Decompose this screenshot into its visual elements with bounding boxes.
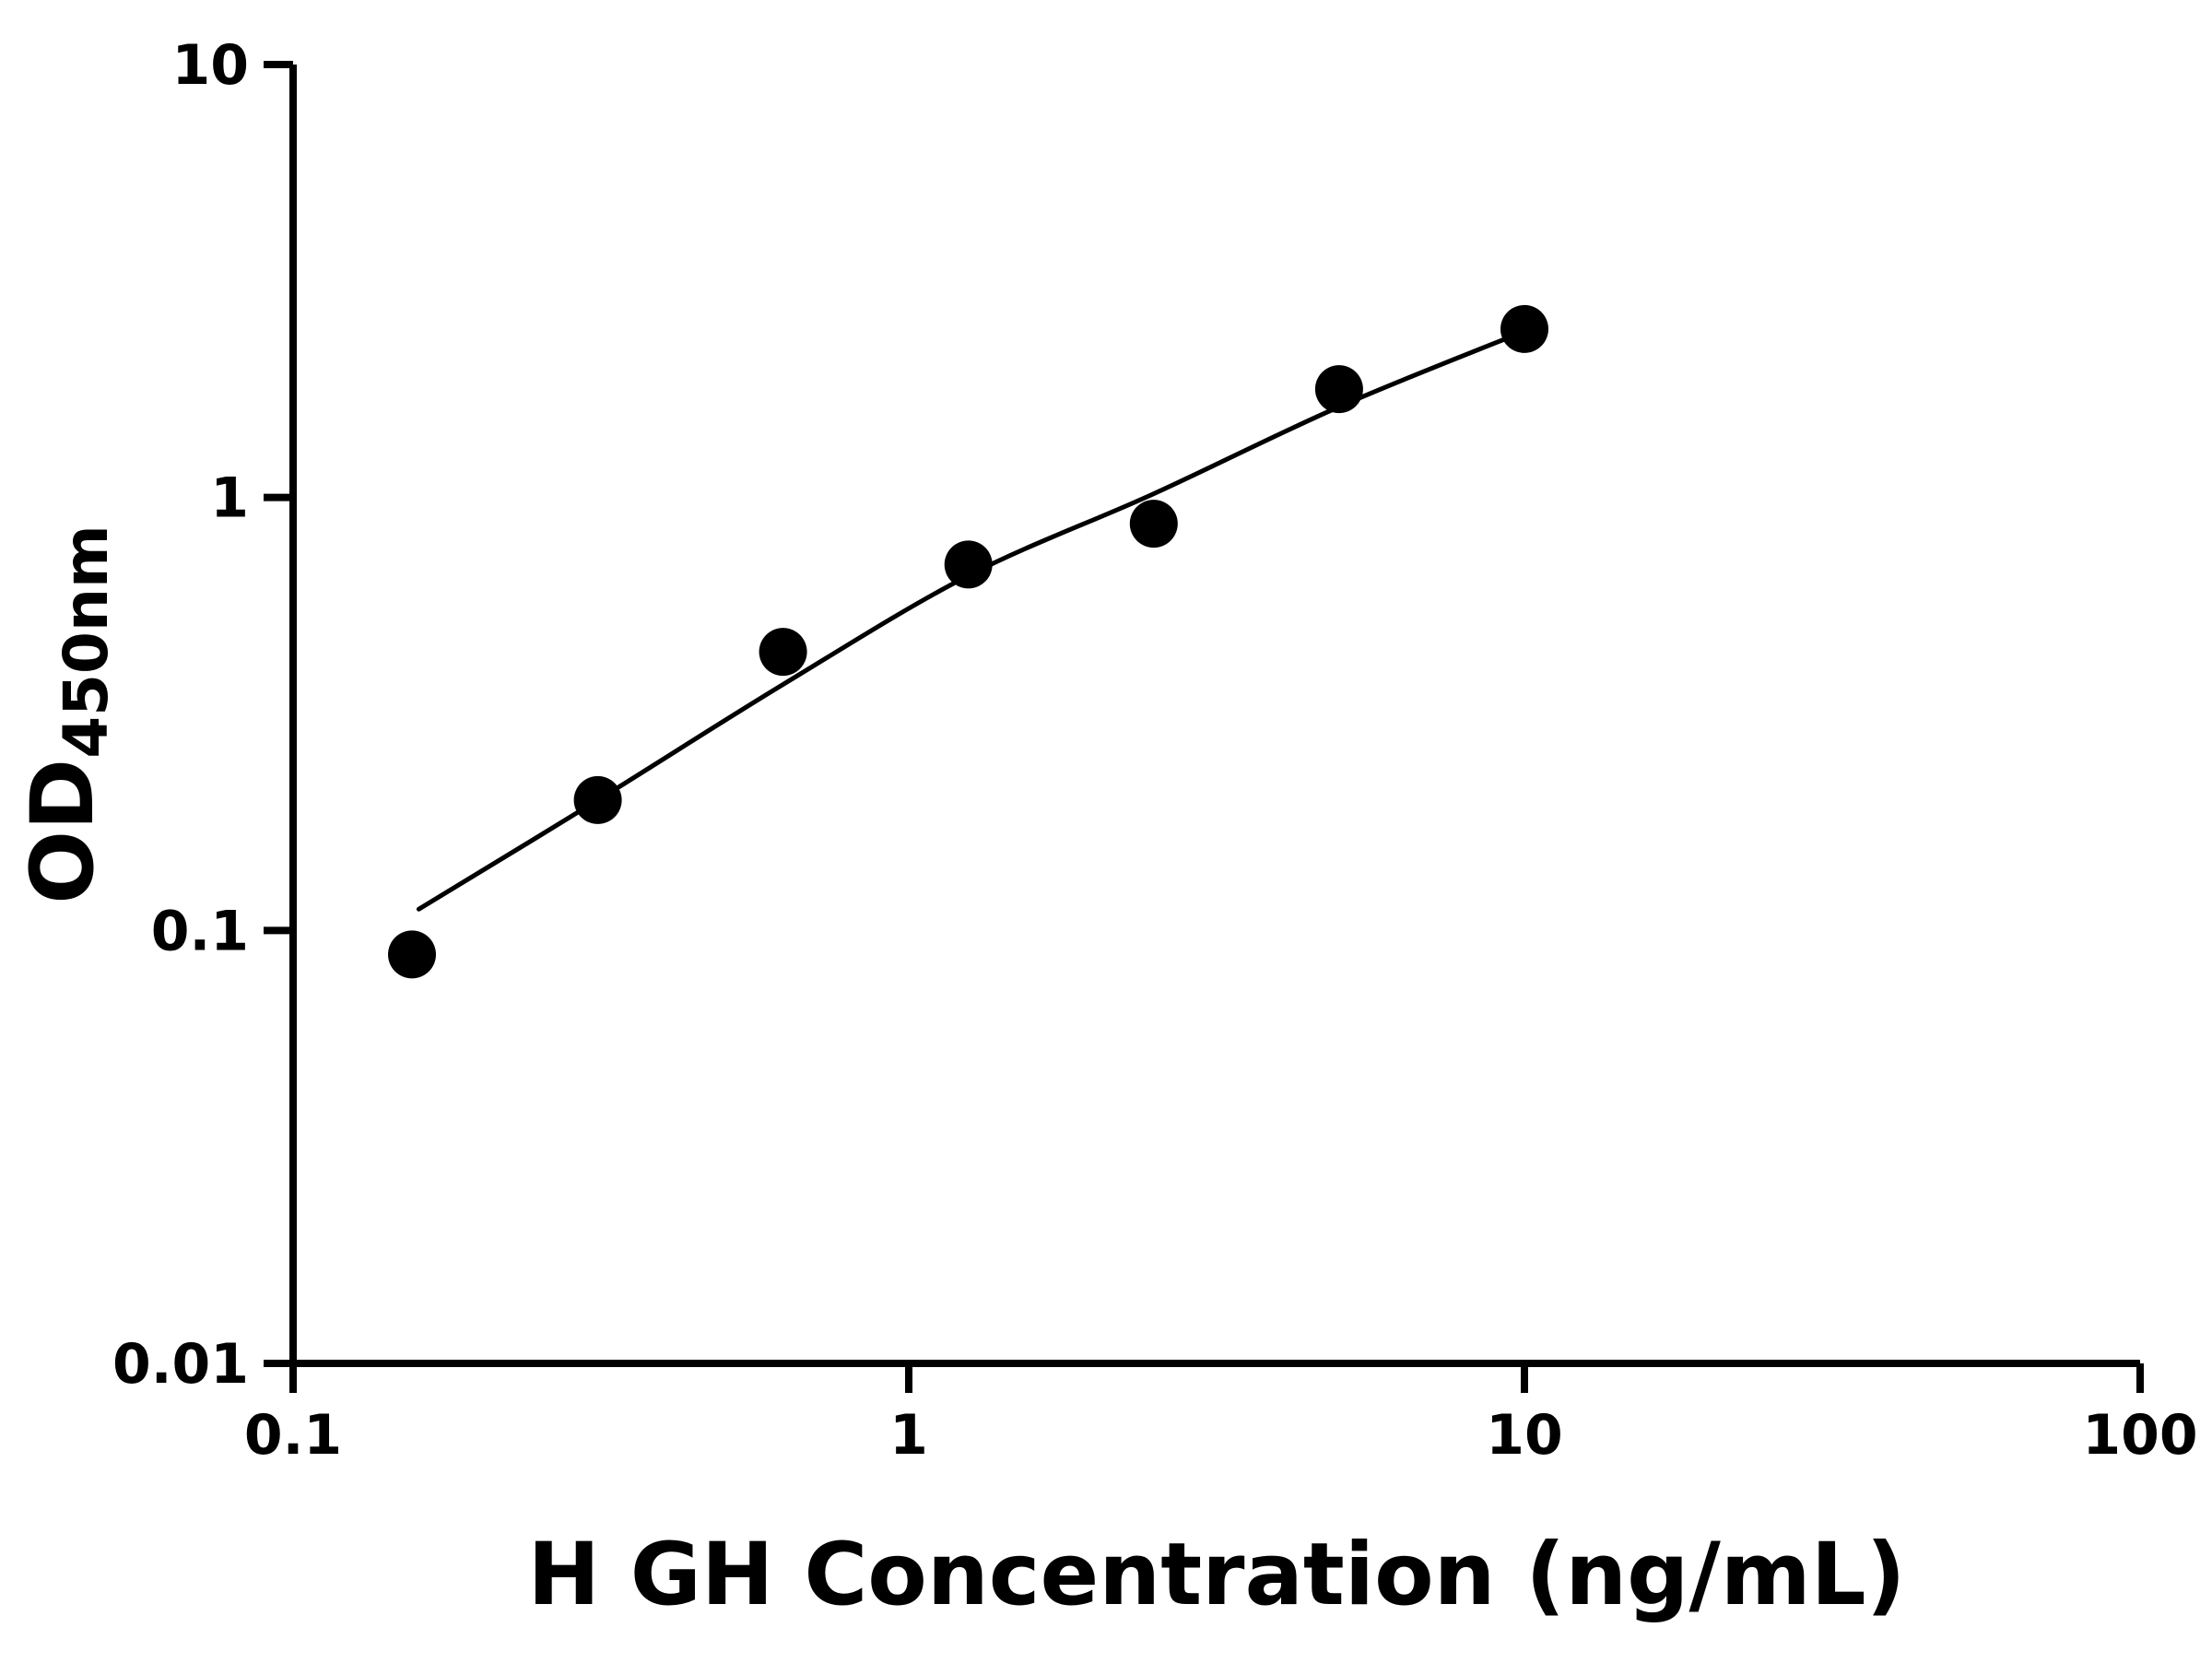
data-points	[388, 304, 1548, 979]
axes	[289, 65, 2140, 1367]
data-point	[388, 930, 436, 979]
x-axis-title: H GH Concentration (ng/mL)	[527, 1525, 1905, 1625]
y-axis-title-main: OD	[13, 759, 113, 904]
fit-line	[416, 328, 1527, 912]
y-tick-label: 10	[172, 33, 250, 98]
data-point	[1129, 500, 1178, 548]
x-tick-label: 0.1	[244, 1403, 342, 1468]
x-tick-label: 1	[889, 1403, 928, 1468]
y-tick-label: 1	[210, 466, 249, 531]
y-tick-label: 0.01	[112, 1332, 249, 1397]
data-point	[573, 775, 622, 824]
data-point	[759, 628, 807, 677]
axis-spines	[289, 65, 2140, 1367]
x-tick-label: 10	[1486, 1403, 1563, 1468]
x-tick-label: 100	[2082, 1403, 2197, 1468]
axis-ticks	[264, 61, 2144, 1393]
y-tick-label: 0.1	[151, 899, 249, 963]
data-point	[944, 540, 993, 589]
fit-curve-path	[416, 328, 1527, 912]
data-point	[1314, 365, 1363, 414]
y-axis-title-subscript: 450nm	[51, 525, 122, 759]
data-point	[1500, 304, 1548, 353]
y-axis-title: OD450nm	[13, 525, 122, 903]
